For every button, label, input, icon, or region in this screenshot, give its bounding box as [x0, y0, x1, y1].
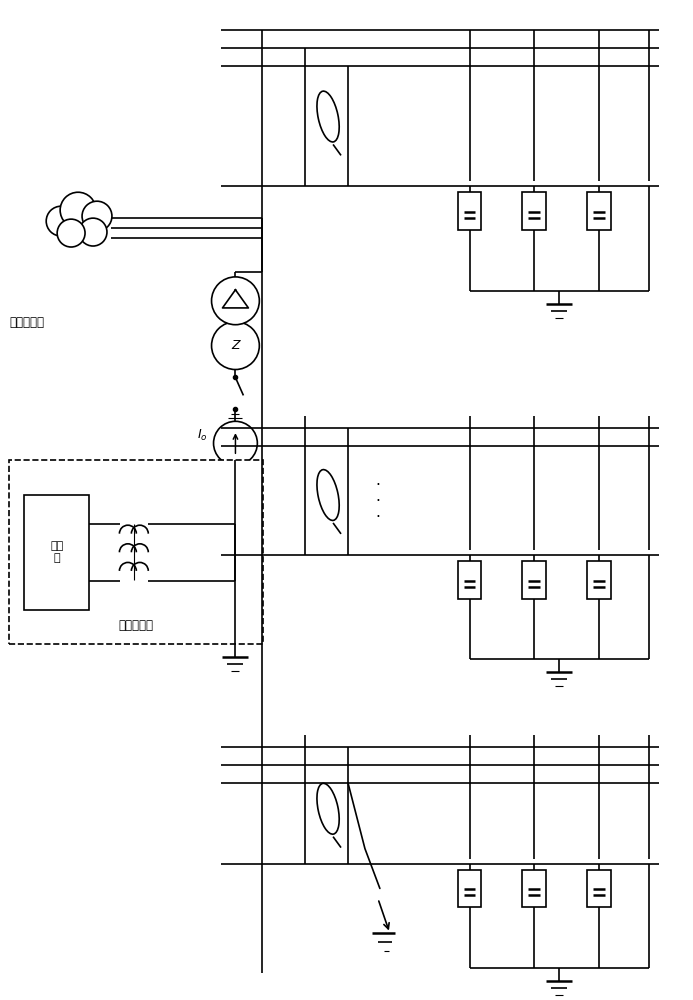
Bar [457, 192, 482, 230]
Bar [10, 460, 263, 644]
Bar [523, 561, 546, 599]
Circle shape [60, 192, 96, 228]
Circle shape [211, 322, 259, 370]
Text: ·
·
·: · · · [376, 478, 380, 525]
Circle shape [213, 421, 257, 465]
Circle shape [79, 218, 107, 246]
Bar [587, 192, 611, 230]
Text: 可控电压源: 可控电压源 [119, 619, 154, 632]
Circle shape [57, 219, 85, 247]
Text: Z: Z [231, 339, 240, 352]
Bar [457, 561, 482, 599]
Text: $I_o$: $I_o$ [197, 428, 208, 443]
Circle shape [46, 206, 76, 236]
Bar [457, 870, 482, 907]
Circle shape [82, 201, 112, 231]
Bar [587, 561, 611, 599]
Text: 电压
源: 电压 源 [50, 541, 63, 563]
Text: 接地变压器: 接地变压器 [10, 316, 44, 329]
Bar [523, 870, 546, 907]
Circle shape [211, 277, 259, 325]
Bar [523, 192, 546, 230]
Bar [587, 870, 611, 907]
Bar [24, 495, 89, 610]
